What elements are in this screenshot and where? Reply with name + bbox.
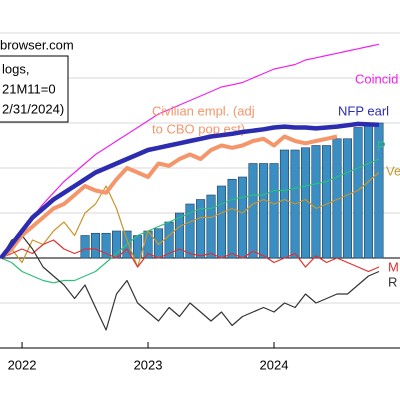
bar [185,203,195,259]
series-label: Civilian empl. (adj [152,103,255,118]
source-label: browser.com [0,37,74,52]
series-label: M [388,259,399,274]
bar [342,138,352,259]
series-line [0,158,380,284]
bar [353,127,363,259]
series-label: P [377,138,386,153]
legend-box [0,55,69,123]
legend-text: 21M11=0 [2,81,56,96]
x-tick-label: 2024 [260,357,289,372]
bar [300,147,311,259]
bar [311,145,321,259]
legend-text: logs, [2,61,29,76]
bar [206,194,216,259]
series-line [0,134,338,260]
series-label: to CBO pop est) [152,121,245,136]
legend-text: 2/31/2024) [2,101,64,116]
bar [216,185,227,259]
series-line [0,43,380,259]
bar [237,176,248,259]
bar [133,235,143,259]
series-label: Coincid [355,71,398,86]
series-line [0,121,380,260]
bar [279,149,290,259]
bar [196,199,206,259]
bar [248,163,258,259]
series-line [0,239,380,273]
bar [174,212,185,259]
x-tick-label: 2023 [134,357,163,372]
bar [322,145,332,259]
bar [259,163,269,259]
bar [101,232,111,259]
bar [90,232,101,259]
x-tick-label: 2022 [8,357,37,372]
bar [153,228,164,259]
bar [227,178,237,259]
bar [269,163,279,259]
bar [80,235,90,259]
series-label: R [388,274,397,289]
bar [363,122,374,259]
series-label: Ve [386,163,400,178]
series-label: NFP earl [338,103,389,118]
series-line [0,172,380,268]
series-line [0,234,380,331]
